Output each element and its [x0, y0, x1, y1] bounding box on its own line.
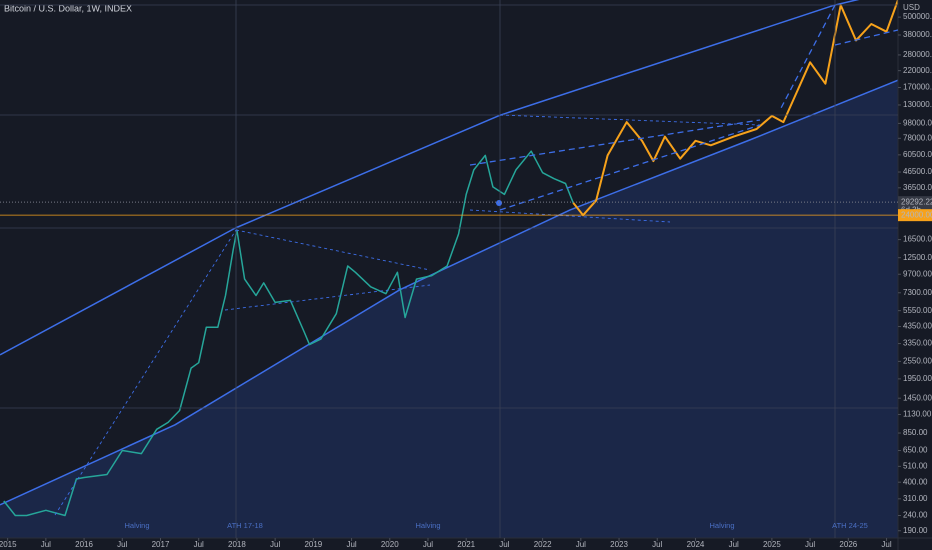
y-tick-label: 130000.00	[903, 100, 932, 109]
annotation: ATH 17-18	[227, 521, 263, 530]
x-tick-label: Jul	[270, 540, 280, 549]
x-tick-label: Jul	[117, 540, 127, 549]
y-tick-label: 12500.00	[903, 253, 932, 262]
y-tick-label: 46500.00	[903, 167, 932, 176]
y-tick-label: 240.00	[903, 511, 928, 520]
x-tick-label: Jul	[41, 540, 51, 549]
y-tick-label: 78000.00	[903, 133, 932, 142]
y-tick-label: 510.00	[903, 461, 928, 470]
x-tick-label: 2017	[152, 540, 170, 549]
x-tick-label: Jul	[652, 540, 662, 549]
series-line	[0, 79, 898, 506]
y-tick-label: 850.00	[903, 428, 928, 437]
annotation: Halving	[415, 521, 440, 530]
annotation: Halving	[709, 521, 734, 530]
x-tick-label: 2019	[304, 540, 322, 549]
target-price-box	[898, 209, 932, 222]
y-tick-label: 310.00	[903, 494, 928, 503]
y-tick-label: 380000.00	[903, 30, 932, 39]
drawing-layer	[0, 0, 898, 538]
series-line	[572, 0, 898, 217]
trend-lines	[54, 114, 761, 516]
series-line	[3, 150, 574, 517]
y-tick-label: 3350.00	[903, 339, 932, 348]
y-tick-label: 5550.00	[903, 306, 932, 315]
x-tick-label: 2021	[457, 540, 475, 549]
y-tick-label: 2550.00	[903, 356, 932, 365]
y-tick-label: 650.00	[903, 446, 928, 455]
x-tick-label: 2016	[75, 540, 93, 549]
x-tick-label: Jul	[881, 540, 891, 549]
y-tick-label: 9700.00	[903, 269, 932, 278]
x-tick-label: Jul	[194, 540, 204, 549]
y-tick-label: 1450.00	[903, 393, 932, 402]
currency-label: USD	[903, 3, 920, 12]
channel-lines	[469, 4, 898, 211]
y-tick-label: 98000.00	[903, 119, 932, 128]
y-tick-label: 36500.00	[903, 183, 932, 192]
x-tick-label: Jul	[499, 540, 509, 549]
marker-dot	[496, 200, 502, 206]
annotation: ATH 24-25	[832, 521, 868, 530]
annotation: Halving	[124, 521, 149, 530]
y-tick-label: 220000.00	[903, 66, 932, 75]
x-tick-label: Jul	[805, 540, 815, 549]
x-tick-label: Jul	[729, 540, 739, 549]
y-tick-label: 16500.00	[903, 235, 932, 244]
chart-title: Bitcoin / U.S. Dollar, 1W, INDEX	[4, 3, 132, 13]
area-fill	[0, 80, 898, 538]
y-tick-label: 1130.00	[903, 410, 932, 419]
x-tick-label: 2024	[687, 540, 705, 549]
x-tick-label: 2026	[839, 540, 857, 549]
x-tick-label: Jul	[423, 540, 433, 549]
y-tick-label: 1950.00	[903, 374, 932, 383]
y-tick-label: 280000.00	[903, 50, 932, 59]
plot-area	[0, 0, 898, 538]
x-tick-label: 2018	[228, 540, 246, 549]
x-tick-label: Jul	[576, 540, 586, 549]
y-tick-label: 190.00	[903, 526, 928, 535]
current-price-label: 29292.22	[901, 197, 932, 206]
x-tick-label: 2023	[610, 540, 628, 549]
y-tick-label: 170000.00	[903, 83, 932, 92]
x-tick-label: 2015	[0, 540, 17, 549]
x-tick-label: Jul	[346, 540, 356, 549]
target-price-label: 24000.00	[901, 210, 932, 219]
y-tick-label: 400.00	[903, 477, 928, 486]
x-tick-label: 2025	[763, 540, 781, 549]
y-tick-label: 7300.00	[903, 288, 932, 297]
y-tick-label: 4350.00	[903, 322, 932, 331]
x-tick-label: 2022	[534, 540, 552, 549]
y-tick-label: 60500.00	[903, 150, 932, 159]
x-tick-label: 2020	[381, 540, 399, 549]
y-tick-label: 500000.00	[903, 12, 932, 21]
